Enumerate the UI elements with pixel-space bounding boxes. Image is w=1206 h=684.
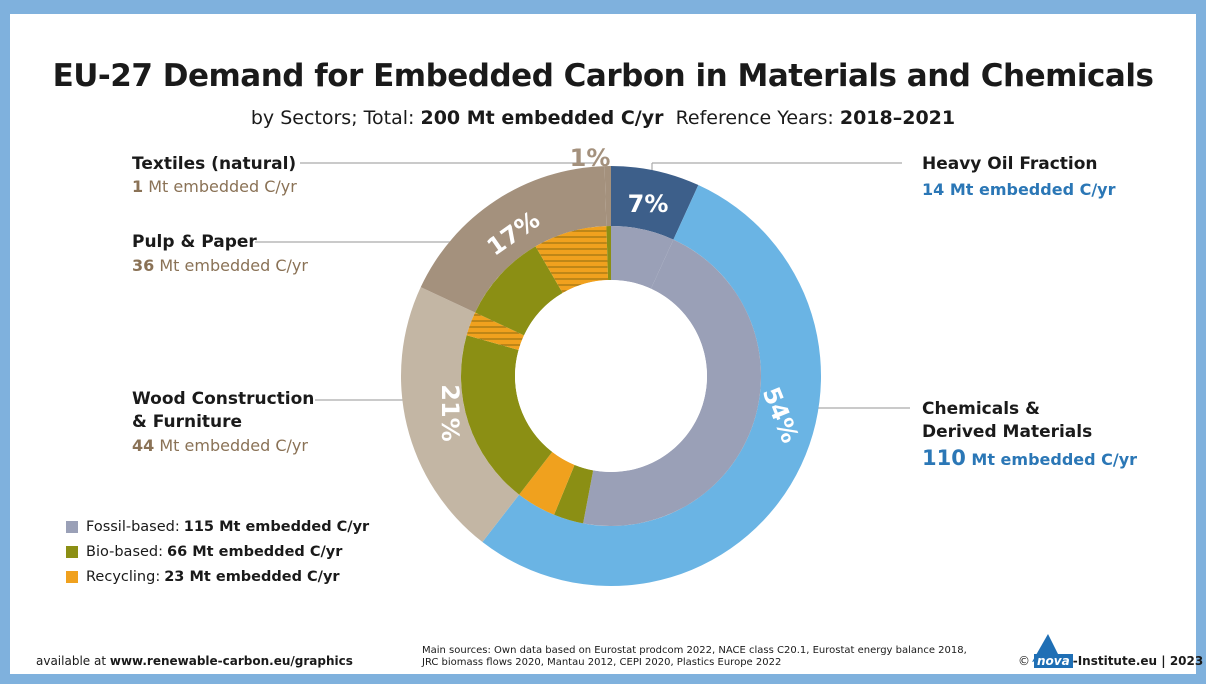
label-chem-name2: Derived Materials (922, 422, 1093, 442)
inner-pulp-bio (475, 246, 563, 336)
slice-chemicals (482, 185, 821, 586)
pct-label-textiles: 1% (570, 144, 611, 172)
legend-item-fossil: Fossil-based: 115 Mt embedded C/yr (66, 519, 369, 535)
page-subtitle: by Sectors; Total: 200 Mt embedded C/yr … (0, 107, 1206, 129)
pct-label-heavy: 7% (628, 190, 669, 218)
inner-heavy-fossil (611, 226, 674, 289)
pct-label-wood: 21% (436, 384, 464, 441)
inner-wood-recycling (466, 312, 525, 350)
slice-textiles (604, 166, 611, 227)
label-wood-value: 44 Mt embedded C/yr (132, 436, 308, 455)
subtitle-total: 200 Mt embedded C/yr (420, 107, 664, 129)
label-wood-name2: & Furniture (132, 412, 243, 432)
legend-item-bio: Bio-based: 66 Mt embedded C/yr (66, 544, 342, 560)
label-heavy-value: 14 Mt embedded C/yr (922, 180, 1116, 199)
footer-available: available at www.renewable-carbon.eu/gra… (36, 654, 353, 668)
subtitle-ref-label: Reference Years: (675, 107, 840, 129)
footer-url-link[interactable]: www.renewable-carbon.eu/graphics (109, 654, 353, 668)
label-chem-value: 110 Mt embedded C/yr (922, 446, 1138, 470)
outer-ring (400, 166, 821, 586)
label-textiles-name: Textiles (natural) (132, 154, 297, 174)
legend-swatch-recycling (66, 571, 78, 583)
slice-heavy-oil (611, 166, 699, 240)
legend-item-recycling: Recycling: 23 Mt embedded C/yr (66, 569, 340, 585)
subtitle-ref-years: 2018–2021 (839, 107, 956, 129)
label-textiles-value: 1 Mt embedded C/yr (132, 177, 297, 196)
slice-pulp (420, 166, 607, 313)
donut-hole (515, 280, 707, 472)
page-title: EU-27 Demand for Embedded Carbon in Mate… (52, 58, 1154, 94)
inner-chem-fossil (583, 239, 762, 526)
footer-sources: Main sources: Own data based on Eurostat… (422, 645, 967, 668)
inner-textiles-bio (606, 226, 611, 281)
label-wood-name1: Wood Construction (132, 389, 315, 409)
footer-copyright: © nova -Institute.eu | 2023 (1018, 634, 1203, 668)
label-heavy-name: Heavy Oil Fraction (922, 154, 1098, 174)
inner-ring (461, 226, 762, 526)
legend-swatch-fossil (66, 521, 78, 533)
inner-wood-bio (461, 335, 553, 495)
legend-swatch-bio (66, 546, 78, 558)
inner-chem-recycling (519, 451, 575, 515)
nova-logo: nova (1032, 634, 1073, 668)
inner-pulp-recycling (535, 226, 609, 294)
label-pulp-value: 36 Mt embedded C/yr (132, 256, 308, 275)
subtitle-prefix: by Sectors; Total: (250, 107, 421, 129)
label-chem-name1: Chemicals & (922, 399, 1040, 419)
inner-chem-bio (554, 464, 594, 524)
label-pulp-name: Pulp & Paper (132, 232, 257, 252)
slice-wood (400, 287, 520, 543)
